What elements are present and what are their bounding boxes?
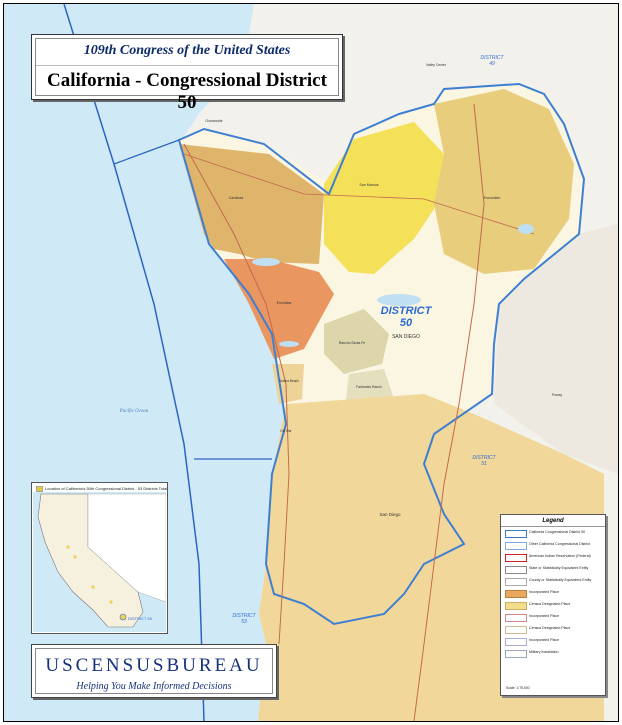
fairbanks-ranch-label: Fairbanks Ranch bbox=[356, 385, 382, 389]
inset-district-50-dot bbox=[119, 613, 127, 621]
inset-district-dot bbox=[73, 555, 77, 559]
east-county bbox=[494, 224, 618, 474]
title-line-2: California - Congressional District 50 bbox=[36, 65, 338, 114]
inset-swatch bbox=[36, 486, 43, 492]
lake-hodges bbox=[377, 294, 421, 306]
legend-label: Incorporated Place bbox=[529, 638, 560, 642]
legend-swatch bbox=[505, 638, 527, 646]
legend-swatch bbox=[505, 578, 527, 586]
legend: Legend California Congressional District… bbox=[500, 514, 606, 696]
inset-district-dot bbox=[66, 545, 70, 549]
legend-swatch bbox=[505, 614, 527, 622]
district-49-label-line1: DISTRICT bbox=[480, 55, 504, 61]
district-53-label-line1: DISTRICT bbox=[232, 613, 256, 619]
legend-swatch bbox=[505, 566, 527, 574]
legend-row: Incorporated Place bbox=[505, 588, 601, 599]
legend-label: Incorporated Place bbox=[529, 614, 560, 618]
district-53-label-line2: 53 bbox=[241, 619, 247, 625]
census-brand-inner: USCENSUSBUREAU Helping You Make Informed… bbox=[35, 648, 273, 694]
legend-row: Census Designated Place bbox=[505, 624, 601, 635]
inset-svg: DISTRICT 50 bbox=[33, 492, 166, 632]
legend-rows: California Congressional District 50 Othe… bbox=[501, 528, 605, 659]
pacific-ocean-label: Pacific Ocean bbox=[119, 409, 149, 414]
district-49-label-line2: 49 bbox=[489, 61, 495, 67]
district-50-boundary bbox=[177, 82, 586, 626]
legend-row: Other California Congressional District bbox=[505, 540, 601, 551]
legend-swatch bbox=[505, 542, 527, 550]
legend-label: Census Designated Place bbox=[529, 602, 571, 606]
place-solana-beach bbox=[272, 364, 304, 404]
inset-district-dot bbox=[91, 585, 95, 589]
encinitas-label: Encinitas bbox=[277, 301, 292, 305]
legend-row: Military Installation bbox=[505, 648, 601, 659]
place-rancho-santa-fe bbox=[324, 309, 389, 374]
legend-swatch bbox=[505, 626, 527, 634]
place-escondido bbox=[434, 89, 574, 274]
place-encinitas bbox=[224, 259, 334, 359]
rancho-santa-fe-label: Rancho Santa Fe bbox=[339, 341, 366, 345]
poway-label: Poway bbox=[552, 393, 562, 397]
legend-swatch bbox=[505, 530, 527, 538]
road-sr78 bbox=[183, 153, 535, 235]
place-san-marcos bbox=[324, 122, 444, 274]
carlsbad-label: Carlsbad bbox=[229, 196, 243, 200]
legend-row: Incorporated Place bbox=[505, 636, 601, 647]
solana-beach-label: Solana Beach bbox=[279, 379, 299, 383]
map-frame: DISTRICT 50 DISTRICT 49 DISTRICT 51 DIST… bbox=[3, 3, 619, 722]
legend-swatch bbox=[505, 590, 527, 598]
legend-swatch bbox=[505, 602, 527, 610]
inset-nevada bbox=[87, 493, 166, 603]
district-51-label-line1: DISTRICT bbox=[472, 455, 496, 461]
offshore-district-line bbox=[63, 4, 205, 721]
legend-title: Legend bbox=[501, 518, 605, 527]
lake-wohlford bbox=[518, 224, 534, 234]
district-50-label-line1: DISTRICT bbox=[381, 305, 433, 317]
escondido-label: Escondido bbox=[484, 196, 501, 200]
valley-center-label: Valley Center bbox=[426, 63, 447, 67]
legend-row: Incorporated Place bbox=[505, 612, 601, 623]
legend-row: County or Statistically Equivalent Entit… bbox=[505, 576, 601, 587]
inset-caption-text: Location of California's 50th Congressio… bbox=[45, 486, 168, 492]
district-50-label-line2: 50 bbox=[400, 317, 413, 329]
place-carlsbad bbox=[179, 144, 324, 264]
legend-label: State or Statistically Equivalent Entity bbox=[529, 566, 589, 570]
census-bureau-name: USCENSUSBUREAU bbox=[45, 655, 263, 676]
san-diego-upper-label: SAN DIEGO bbox=[392, 334, 420, 340]
legend-label: American Indian Reservation (Federal) bbox=[529, 554, 591, 558]
road-i15 bbox=[413, 103, 485, 721]
oceanside-label: Oceanside bbox=[205, 119, 222, 123]
inset-locator-map: Location of California's 50th Congressio… bbox=[31, 482, 168, 634]
legend-label: County or Statistically Equivalent Entit… bbox=[529, 578, 592, 582]
road-i5 bbox=[183, 143, 290, 645]
del-mar-label: Del Mar bbox=[280, 429, 292, 433]
legend-label: California Congressional District 50 bbox=[529, 530, 586, 534]
legend-row: California Congressional District 50 bbox=[505, 528, 601, 539]
legend-swatch bbox=[505, 650, 527, 658]
legend-scale: Scale: 1:75,000 bbox=[506, 686, 530, 690]
legend-row: State or Statistically Equivalent Entity bbox=[505, 564, 601, 575]
map-canvas: DISTRICT 50 DISTRICT 49 DISTRICT 51 DIST… bbox=[4, 4, 618, 721]
title-line-1: 109th Congress of the United States bbox=[83, 43, 291, 58]
title-inner: 109th Congress of the United States Cali… bbox=[35, 38, 339, 113]
inset-district-dot bbox=[109, 600, 113, 604]
san-elijo-lagoon bbox=[279, 341, 299, 347]
legend-label: Census Designated Place bbox=[529, 626, 571, 630]
legend-label: Incorporated Place bbox=[529, 590, 560, 594]
batiquitos-lagoon bbox=[252, 258, 280, 266]
legend-label: Other California Congressional District bbox=[529, 542, 591, 546]
census-tagline: Helping You Make Informed Decisions bbox=[76, 681, 232, 692]
legend-swatch bbox=[505, 554, 527, 562]
title-box: 109th Congress of the United States Cali… bbox=[31, 34, 343, 113]
offshore-district-line-2 bbox=[113, 139, 180, 165]
inset-district-50-label: DISTRICT 50 bbox=[128, 616, 153, 621]
census-brand-box: USCENSUSBUREAU Helping You Make Informed… bbox=[31, 644, 277, 698]
legend-row: American Indian Reservation (Federal) bbox=[505, 552, 601, 563]
san-diego-city-label: San Diego bbox=[379, 512, 401, 517]
inset-caption: Location of California's 50th Congressio… bbox=[36, 486, 167, 492]
san-marcos-label: San Marcos bbox=[359, 183, 378, 187]
legend-row: Census Designated Place bbox=[505, 600, 601, 611]
legend-label: Military Installation bbox=[529, 650, 559, 654]
district-51-label-line2: 51 bbox=[481, 461, 487, 467]
